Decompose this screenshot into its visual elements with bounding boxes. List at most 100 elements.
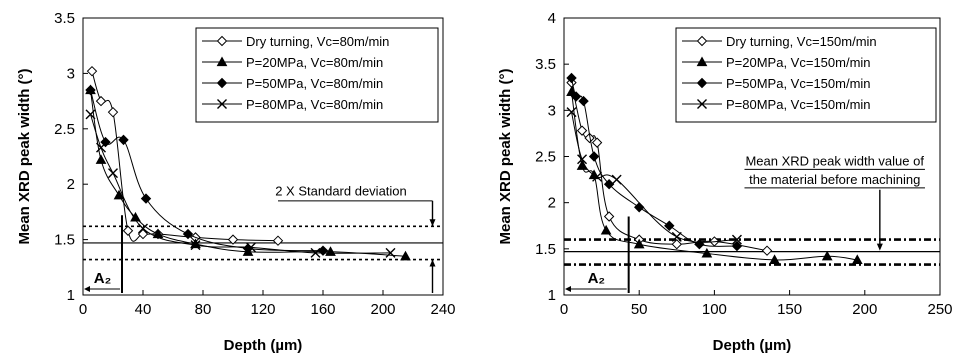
legend-entry: P=80MPa, Vc=150m/min xyxy=(726,97,871,112)
legend-marker xyxy=(216,35,228,47)
data-point xyxy=(566,86,577,96)
series-1 xyxy=(86,65,284,246)
legend-entry: Dry turning, Vc=150m/min xyxy=(726,34,877,49)
series-4 xyxy=(566,107,742,245)
legend-entry: Dry turning, Vc=80m/min xyxy=(246,34,389,49)
y-axis-label: Mean XRD peak width (°) xyxy=(497,68,514,244)
x-axis-label: Depth (µm) xyxy=(224,337,303,354)
x-tick-label: 50 xyxy=(631,301,648,318)
data-point xyxy=(578,95,589,107)
legend-marker xyxy=(697,99,707,109)
data-point xyxy=(86,65,98,77)
data-point xyxy=(190,240,201,251)
data-point xyxy=(566,72,577,84)
data-point xyxy=(246,242,256,253)
a2-label: A₂ xyxy=(94,270,112,287)
data-point xyxy=(588,151,600,162)
data-point xyxy=(227,234,239,245)
a2-arrowhead xyxy=(84,286,90,292)
data-point xyxy=(138,223,148,234)
legend-box xyxy=(195,27,439,123)
data-point xyxy=(182,228,194,240)
data-point xyxy=(140,193,152,204)
data-point xyxy=(851,254,863,265)
mean-label-line-2: the material before machining xyxy=(749,172,920,187)
data-point xyxy=(95,95,107,107)
legend-marker xyxy=(696,35,708,47)
x-tick-label: 40 xyxy=(135,301,152,318)
y-tick-label: 1.5 xyxy=(535,241,556,258)
data-point xyxy=(731,234,742,245)
data-point xyxy=(570,91,582,102)
data-point xyxy=(317,245,329,256)
legend-marker xyxy=(217,99,227,109)
data-point xyxy=(603,178,615,190)
y-tick-label: 3 xyxy=(548,102,556,119)
series-3 xyxy=(85,84,329,256)
legend-marker xyxy=(696,56,708,67)
y-tick-label: 4 xyxy=(548,10,556,27)
y-tick-label: 2 xyxy=(67,176,75,193)
legend-entry: P=50MPa, Vc=150m/min xyxy=(726,76,871,91)
series-4 xyxy=(85,109,396,258)
data-point xyxy=(633,238,645,249)
data-point xyxy=(95,154,107,164)
data-point xyxy=(584,132,595,144)
data-point xyxy=(113,189,125,200)
legend: Dry turning, Vc=80m/min P=20MPa, Vc=80m/m… xyxy=(195,27,439,123)
data-point xyxy=(96,142,106,153)
a2-label: A₂ xyxy=(588,270,606,287)
legend-entry: P=20MPa, Vc=150m/min xyxy=(726,55,871,70)
legend-box xyxy=(675,27,937,123)
chart-panel-1: 0 40 80 120 160 200 240 1 1.5 2 2.5 3 3.5 Depth (µm) M… xyxy=(16,10,456,354)
chart-panel-2: 0 50 100 150 200 250 1 1.5 2 2.5 3 3.5 4 Depth (µm) Me… xyxy=(497,10,953,354)
data-point xyxy=(821,250,833,261)
data-point xyxy=(671,239,683,250)
data-point xyxy=(671,231,682,242)
x-tick-label: 200 xyxy=(852,301,877,318)
x-tick-label: 200 xyxy=(370,301,395,318)
data-point xyxy=(385,247,396,258)
data-point xyxy=(576,125,588,136)
data-point xyxy=(611,174,622,185)
data-point xyxy=(122,225,134,236)
y-tick-label: 2.5 xyxy=(535,149,556,166)
y-tick-label: 3 xyxy=(67,65,75,82)
legend-marker xyxy=(216,56,228,67)
legend-entry: P=50MPa, Vc=80m/min xyxy=(246,76,383,91)
legend-marker xyxy=(216,77,228,89)
data-point xyxy=(310,247,321,258)
data-point xyxy=(769,254,780,265)
mean-arrowhead xyxy=(876,243,883,251)
x-tick-label: 120 xyxy=(250,301,275,318)
y-tick-label: 3.5 xyxy=(535,56,556,73)
std-arrowhead-down xyxy=(429,219,436,227)
data-point xyxy=(577,154,588,165)
y-tick-label: 1 xyxy=(548,287,556,304)
x-tick-label: 250 xyxy=(927,301,952,318)
data-point xyxy=(118,134,129,146)
data-point xyxy=(272,235,284,246)
x-tick-label: 240 xyxy=(430,301,455,318)
data-point xyxy=(566,107,577,118)
mean-label-line-1: Mean XRD peak width value of xyxy=(745,154,924,169)
data-point xyxy=(664,220,675,231)
data-point xyxy=(603,211,615,222)
series-line xyxy=(90,114,391,254)
legend-marker xyxy=(696,77,708,89)
x-tick-label: 150 xyxy=(777,301,802,318)
data-point xyxy=(85,84,96,96)
y-axis-label: Mean XRD peak width (°) xyxy=(16,68,33,244)
legend-entry: P=80MPa, Vc=80m/min xyxy=(246,97,383,112)
y-tick-label: 1.5 xyxy=(54,232,75,249)
x-tick-label: 80 xyxy=(195,301,212,318)
data-point xyxy=(592,171,603,182)
data-point xyxy=(85,109,96,120)
x-tick-label: 160 xyxy=(310,301,335,318)
data-point xyxy=(400,250,411,261)
data-point xyxy=(107,106,119,118)
std-deviation-label: 2 X Standard deviation xyxy=(275,183,407,198)
data-point xyxy=(694,239,705,250)
data-point xyxy=(108,168,118,179)
data-point xyxy=(761,245,773,256)
